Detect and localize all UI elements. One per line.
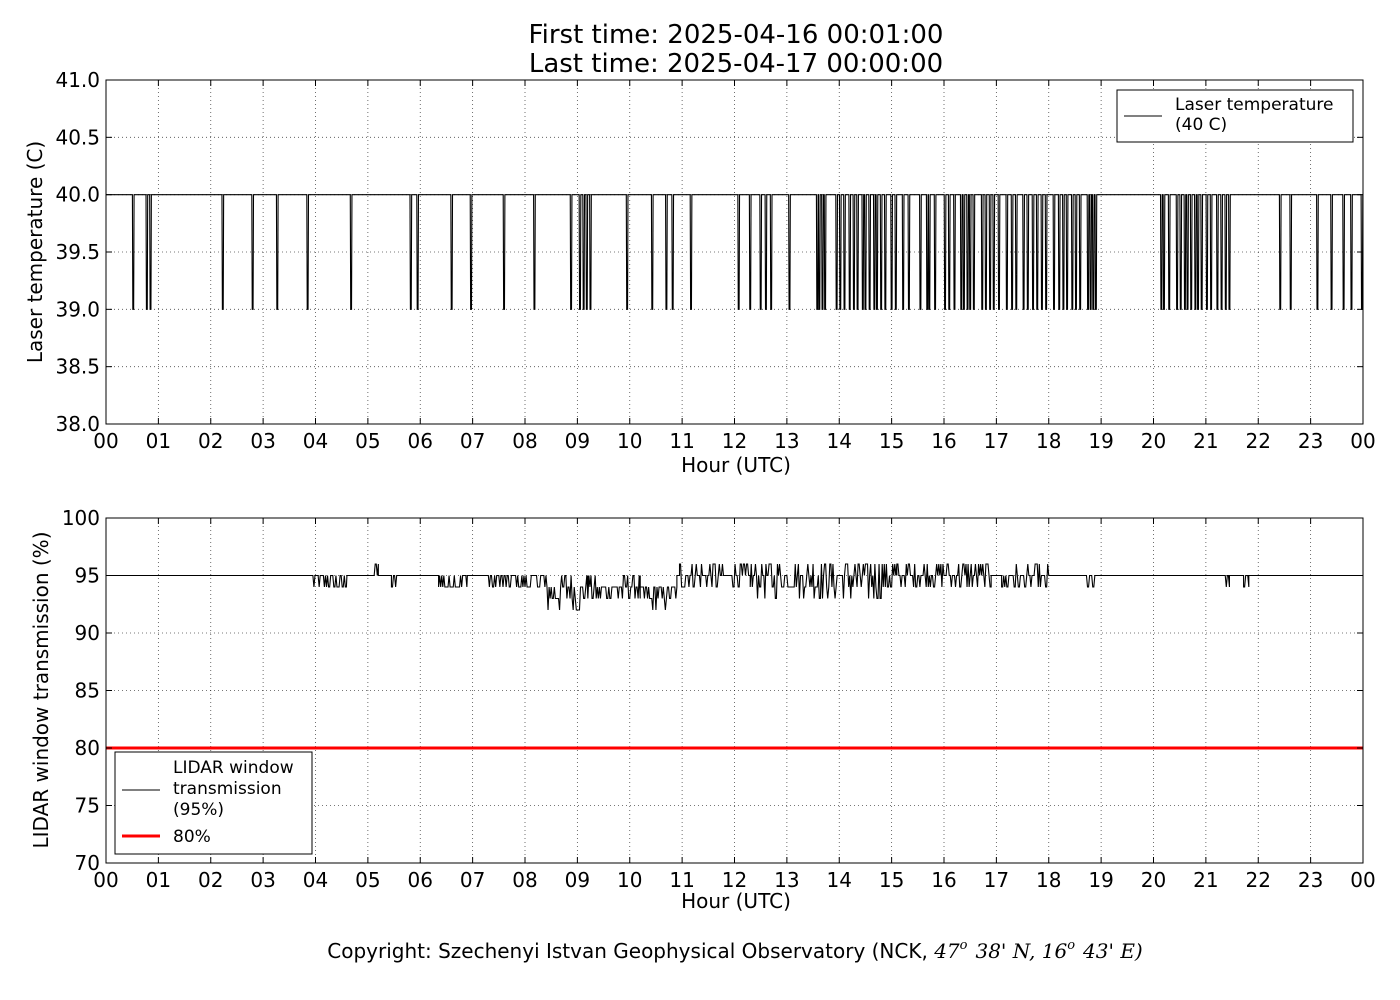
copyright-lat-min: 38' N,: [975, 939, 1041, 963]
lidar-transmission-legend: LIDAR window transmission (95%) 80%: [114, 751, 313, 855]
laser-temperature-x-tick-label: 09: [565, 429, 590, 453]
laser-temperature-ylabel: Laser temperature (C): [23, 141, 47, 363]
laser-temperature-x-tick-label: 18: [1036, 429, 1061, 453]
lidar-transmission-x-tick-label: 01: [146, 868, 171, 892]
laser-temperature-x-tick-label: 01: [146, 429, 171, 453]
lidar-transmission-x-tick-label: 08: [512, 868, 537, 892]
figure-title-line1: First time: 2025-04-16 00:01:00: [529, 20, 944, 50]
lidar-transmission-x-tick-label: 23: [1298, 868, 1323, 892]
laser-temperature-ticks: 00 01 02 03 04 05 06 07 08 09 10 11 12 13 14 15 16 17 18 19…: [55, 68, 1375, 453]
laser-temperature-x-tick-label: 04: [303, 429, 328, 453]
copyright-lon-deg: 16: [1042, 939, 1068, 963]
laser-temperature-x-tick-label: 03: [250, 429, 275, 453]
lidar-transmission-x-tick-label: 19: [1088, 868, 1113, 892]
lidar-transmission-y-tick-label: 85: [75, 679, 100, 703]
copyright-lon-degree-mark: o: [1067, 938, 1075, 953]
lidar-transmission-x-tick-label: 05: [355, 868, 380, 892]
lidar-transmission-chart: 00 01 02 03 04 05 06 07 08 09 10 11 12 13 14 15 16 17 18 19…: [29, 506, 1376, 913]
lidar-transmission-x-tick-label: 17: [984, 868, 1009, 892]
figure-title-line2: Last time: 2025-04-17 00:00:00: [529, 49, 943, 79]
laser-temperature-x-tick-label: 22: [1246, 429, 1271, 453]
laser-temperature-series-line: [106, 194, 1364, 310]
laser-temperature-y-tick-label: 38.0: [55, 412, 100, 436]
lidar-transmission-x-tick-label: 04: [303, 868, 328, 892]
laser-temperature-x-tick-label: 12: [722, 429, 747, 453]
laser-temperature-chart: 00 01 02 03 04 05 06 07 08 09 10 11 12 13 14 15 16 17 18 19…: [23, 68, 1376, 477]
laser-temperature-xlabel: Hour (UTC): [681, 453, 791, 477]
lidar-transmission-y-tick-label: 75: [75, 794, 100, 818]
lidar-transmission-series-line: [106, 563, 1363, 611]
lidar-transmission-x-tick-label: 02: [198, 868, 223, 892]
laser-temperature-y-tick-label: 39.0: [55, 297, 100, 321]
lidar-transmission-series: [106, 563, 1363, 750]
laser-temperature-legend-label-line2: (40 C): [1175, 115, 1227, 135]
lidar-transmission-x-tick-label: 18: [1036, 868, 1061, 892]
laser-temperature-x-tick-label: 14: [827, 429, 852, 453]
lidar-transmission-x-tick-label: 07: [460, 868, 485, 892]
lidar-transmission-legend-label-line1: LIDAR window: [173, 758, 294, 778]
laser-temperature-x-tick-label: 00: [93, 429, 118, 453]
lidar-transmission-ylabel: LIDAR window transmission (%): [29, 532, 53, 849]
laser-temperature-x-tick-label: 08: [512, 429, 537, 453]
laser-temperature-x-tick-label: 23: [1298, 429, 1323, 453]
lidar-transmission-x-tick-label: 09: [565, 868, 590, 892]
lidar-transmission-legend-label-line2: transmission: [173, 779, 282, 799]
copyright-lat-deg: 47: [933, 939, 960, 963]
laser-temperature-y-tick-label: 38.5: [55, 355, 100, 379]
laser-temperature-x-tick-label: 16: [931, 429, 956, 453]
laser-temperature-x-tick-label: 05: [355, 429, 380, 453]
lidar-transmission-x-tick-label: 21: [1193, 868, 1218, 892]
lidar-transmission-x-tick-label: 15: [879, 868, 904, 892]
laser-temperature-x-tick-label: 07: [460, 429, 485, 453]
threshold-legend-label: 80%: [173, 827, 211, 847]
laser-temperature-y-tick-label: 39.5: [55, 240, 100, 264]
laser-temperature-y-tick-label: 40.5: [55, 125, 100, 149]
lidar-transmission-x-tick-label: 00: [1350, 868, 1375, 892]
lidar-transmission-x-tick-label: 12: [722, 868, 747, 892]
lidar-transmission-legend-label-line3: (95%): [173, 800, 224, 820]
laser-temperature-y-tick-label: 41.0: [55, 68, 100, 92]
copyright-prefix: Copyright: Szechenyi Istvan Geophysical …: [327, 939, 934, 963]
laser-temperature-x-tick-label: 06: [408, 429, 433, 453]
laser-temperature-legend: Laser temperature (40 C): [1116, 89, 1354, 143]
laser-temperature-x-tick-label: 17: [984, 429, 1009, 453]
lidar-transmission-x-tick-label: 16: [931, 868, 956, 892]
laser-temperature-y-tick-label: 40.0: [55, 183, 100, 207]
lidar-transmission-x-tick-label: 22: [1246, 868, 1271, 892]
lidar-transmission-x-tick-label: 20: [1141, 868, 1166, 892]
lidar-transmission-x-tick-label: 13: [774, 868, 799, 892]
laser-temperature-x-tick-label: 19: [1088, 429, 1113, 453]
copyright-lon-min: 43' E): [1082, 939, 1143, 963]
laser-temperature-x-tick-label: 10: [617, 429, 642, 453]
laser-temperature-x-tick-label: 20: [1141, 429, 1166, 453]
lidar-transmission-x-tick-label: 06: [408, 868, 433, 892]
laser-temperature-x-tick-label: 21: [1193, 429, 1218, 453]
laser-temperature-x-tick-label: 00: [1350, 429, 1375, 453]
lidar-transmission-x-tick-label: 03: [250, 868, 275, 892]
laser-temperature-x-tick-label: 11: [669, 429, 694, 453]
lidar-transmission-x-tick-label: 14: [827, 868, 852, 892]
lidar-transmission-ticks: 00 01 02 03 04 05 06 07 08 09 10 11 12 13 14 15 16 17 18 19…: [62, 506, 1376, 892]
lidar-transmission-x-tick-label: 11: [669, 868, 694, 892]
laser-temperature-x-tick-label: 15: [879, 429, 904, 453]
lidar-transmission-x-tick-label: 10: [617, 868, 642, 892]
lidar-transmission-y-tick-label: 80: [75, 736, 100, 760]
lidar-transmission-y-tick-label: 95: [75, 564, 100, 588]
lidar-transmission-y-tick-label: 100: [62, 506, 100, 530]
lidar-transmission-y-tick-label: 70: [75, 851, 100, 875]
lidar-transmission-y-tick-label: 90: [75, 621, 100, 645]
copyright-lat-degree-mark: o: [960, 938, 968, 953]
laser-temperature-legend-label-line1: Laser temperature: [1175, 95, 1333, 115]
lidar-transmission-xlabel: Hour (UTC): [681, 889, 791, 913]
copyright-notice: Copyright: Szechenyi Istvan Geophysical …: [327, 938, 1142, 963]
laser-temperature-series: [106, 194, 1364, 310]
laser-temperature-x-tick-label: 13: [774, 429, 799, 453]
lidar-transmission-x-tick-label: 00: [93, 868, 118, 892]
laser-temperature-x-tick-label: 02: [198, 429, 223, 453]
